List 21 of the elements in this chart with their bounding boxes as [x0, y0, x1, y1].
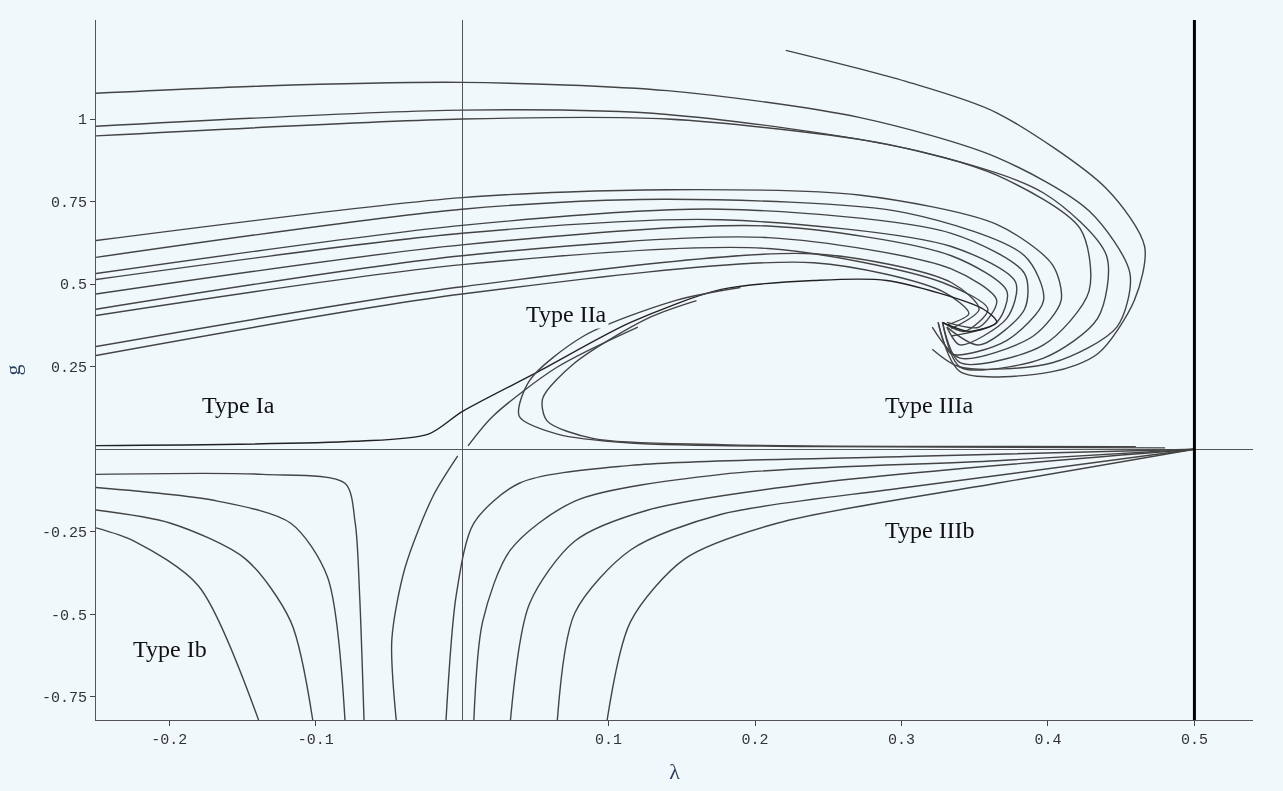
annotation: Type Ia — [202, 392, 275, 418]
annotation: Type IIIa — [885, 392, 974, 418]
x-tick-label: 0.1 — [595, 732, 623, 749]
annotation: Type Ib — [133, 636, 207, 662]
x-tick-label: 0.5 — [1180, 732, 1208, 749]
y-tick-label: -0.75 — [41, 690, 87, 708]
x-tick-label: -0.2 — [151, 732, 188, 749]
annotation: Type IIa — [526, 301, 607, 327]
x-axis-title: λ — [669, 758, 681, 784]
y-tick-label: 0.25 — [50, 359, 87, 377]
y-tick-label: -0.5 — [50, 607, 87, 625]
y-tick-label: 1 — [77, 112, 87, 130]
y-tick-label: -0.25 — [41, 525, 87, 543]
x-tick-label: 0.2 — [741, 732, 769, 749]
x-tick-label: -0.1 — [297, 732, 334, 749]
y-axis-title: g — [0, 364, 25, 376]
x-tick-label: 0.4 — [1034, 732, 1062, 749]
y-tick-label: 0.5 — [59, 277, 87, 295]
y-tick-label: 0.75 — [50, 194, 87, 212]
annotation: Type IIIb — [885, 517, 975, 543]
x-tick-label: 0.3 — [888, 732, 916, 749]
